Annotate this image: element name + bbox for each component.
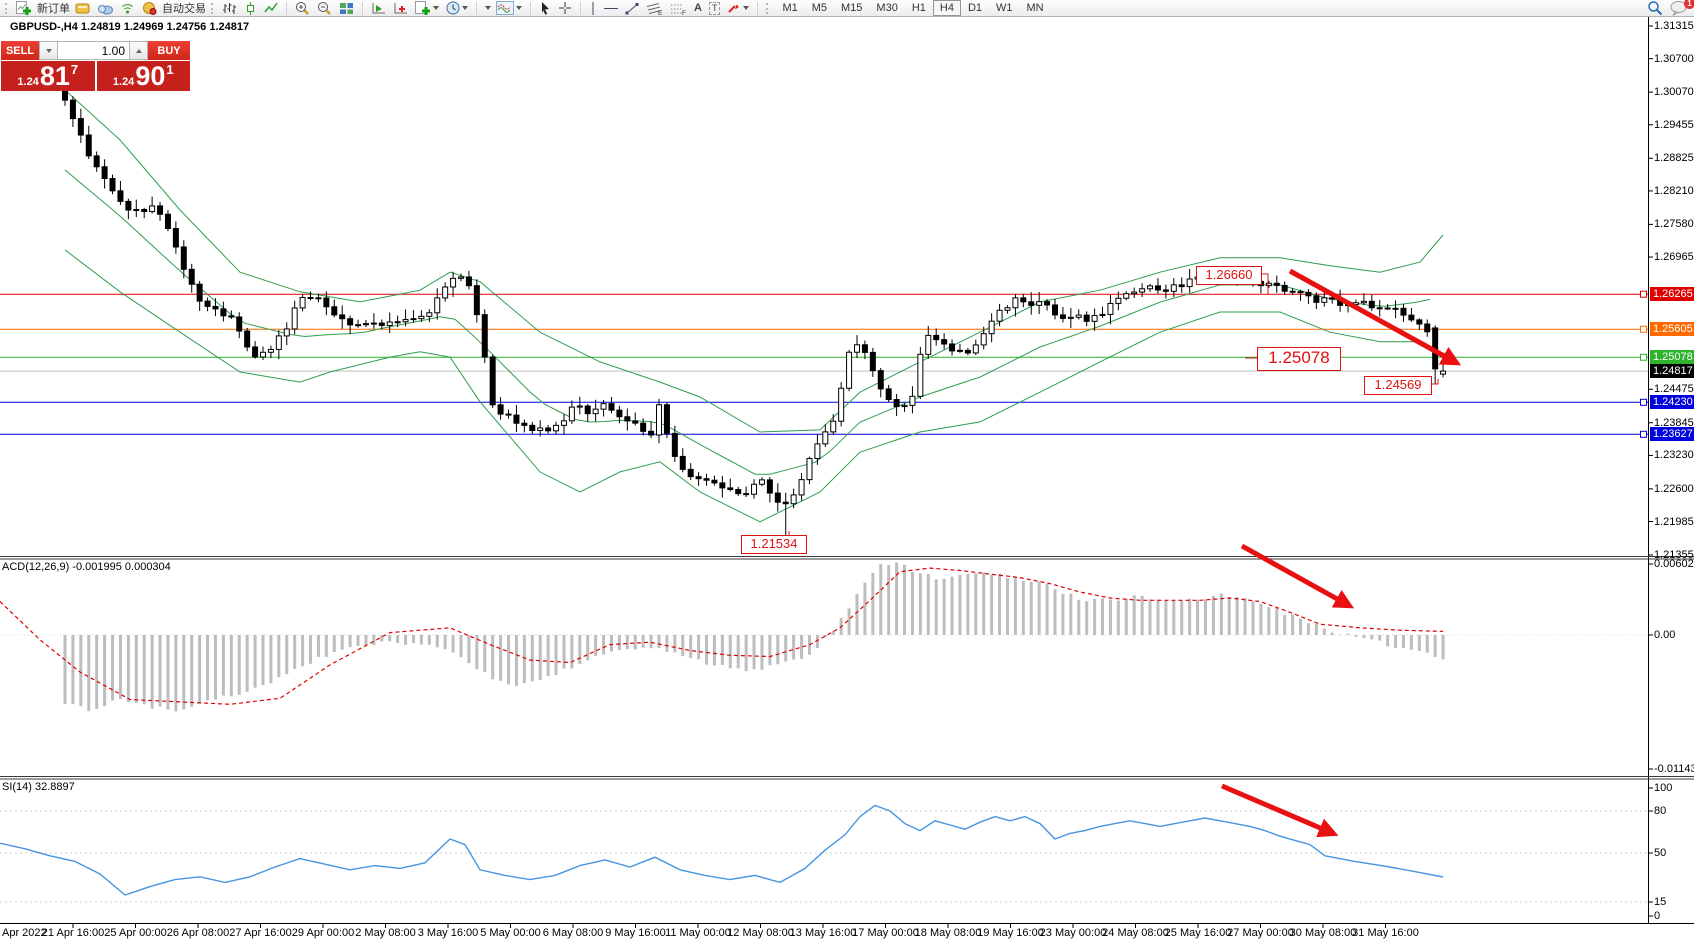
toolbar-separator [476, 1, 477, 15]
indicators-icon[interactable] [369, 1, 388, 16]
new-chart-dropdown[interactable] [413, 1, 441, 16]
periods-clock-dropdown[interactable] [444, 1, 470, 16]
text-icon[interactable]: A [694, 2, 702, 14]
price-callout[interactable]: 1.25078 [1257, 347, 1341, 371]
price-callout[interactable]: 1.21534 [741, 535, 807, 554]
bar-chart-icon[interactable] [220, 1, 239, 16]
search-icon[interactable] [1645, 1, 1665, 16]
toolbar-separator [757, 1, 759, 15]
rsi-indicator-label: SI(14) 32.8897 [2, 781, 75, 793]
chevron-up-icon [135, 48, 142, 53]
bollinger-bands [64, 89, 1444, 523]
price-callout[interactable]: 1.24569 [1364, 376, 1432, 395]
shapes-dropdown[interactable] [725, 1, 751, 16]
buy-price-pip: 1 [166, 62, 174, 77]
one-click-trading-widget: SELL BUY 1.24 81 7 1.24 90 1 [1, 41, 190, 91]
macd-indicator-label: ACD(12,26,9) -0.001995 0.000304 [2, 561, 171, 573]
trendline-icon[interactable] [623, 1, 641, 16]
timeframe-mn[interactable]: MN [1026, 2, 1044, 14]
candles [62, 68, 1447, 546]
fibonacci-icon[interactable]: E [644, 1, 665, 16]
svg-text:F: F [682, 10, 686, 15]
sell-price-small: 1.24 [17, 76, 39, 88]
new-order-label[interactable]: 新订单 [37, 3, 70, 15]
gold-cube-icon[interactable] [73, 1, 92, 16]
template-waves-dropdown[interactable] [494, 1, 524, 16]
toolbar-grip [5, 2, 9, 14]
timeframe-m15[interactable]: M15 [841, 2, 863, 14]
crosshair-icon[interactable] [556, 1, 574, 16]
line-anchor-square [1640, 430, 1647, 438]
toolbar-separator [362, 1, 363, 15]
timeframe-m5[interactable]: M5 [811, 2, 828, 14]
volume-input[interactable] [58, 41, 129, 60]
autotrade-label[interactable]: 自动交易 [162, 3, 206, 15]
vertical-line-icon[interactable] [587, 1, 599, 16]
timeframe-h4[interactable]: H4 [932, 0, 961, 16]
timeframe-group: M1 M5 M15 M30 H1 H4 D1 W1 MN [775, 0, 1050, 16]
new-order-icon[interactable] [14, 1, 34, 16]
toolbar: 新订单 自动交易 [0, 0, 1694, 17]
tile-windows-icon[interactable] [337, 1, 356, 16]
horizontal-line-icon[interactable] [602, 1, 620, 16]
svg-text:E: E [658, 10, 663, 15]
chevron-down-icon [45, 48, 52, 53]
sell-price-pip: 7 [70, 62, 79, 77]
trend-arrow[interactable] [1288, 268, 1462, 366]
chevron-down-icon [743, 6, 750, 10]
price-callout[interactable]: 1.26660 [1196, 266, 1262, 285]
rsi-line [0, 804, 1444, 896]
volume-increase-button[interactable] [129, 41, 148, 60]
chevron-down-icon [516, 6, 522, 10]
line-chart-icon[interactable] [262, 1, 280, 16]
timeframe-m1[interactable]: M1 [782, 2, 798, 14]
chevron-down-icon [462, 6, 468, 10]
timeframe-d1[interactable]: D1 [967, 2, 983, 14]
toolbar-grip [766, 2, 770, 14]
trend-arrow[interactable] [1221, 783, 1339, 838]
trend-arrow[interactable] [1240, 543, 1355, 609]
signal-icon[interactable] [118, 1, 137, 16]
chart-title: GBPUSD-,H4 1.24819 1.24969 1.24756 1.248… [10, 21, 250, 33]
buy-button[interactable]: BUY [148, 41, 190, 60]
callout-connector [1260, 273, 1269, 294]
notification-badge: 1 [1684, 0, 1694, 9]
buy-price-small: 1.24 [112, 76, 135, 88]
timeframe-m30[interactable]: M30 [876, 2, 898, 14]
chevron-down-icon [433, 6, 439, 10]
line-anchor-square [1640, 353, 1647, 361]
sell-button[interactable]: SELL [1, 41, 39, 60]
sell-price-display[interactable]: 1.24 81 7 [1, 61, 95, 91]
timeframe-w1[interactable]: W1 [996, 2, 1013, 14]
sell-price-big: 81 [39, 61, 70, 91]
chat-icon[interactable]: 1 [1668, 0, 1694, 16]
cursor-chart-icon[interactable] [391, 1, 410, 16]
macd-signal-line [0, 567, 1444, 705]
cursor-icon[interactable] [537, 1, 553, 16]
channel-icon[interactable]: F [668, 1, 689, 16]
toolbar-grip [211, 2, 215, 14]
chevron-down-icon[interactable] [485, 6, 491, 10]
volume-decrease-button[interactable] [39, 41, 58, 60]
zoom-in-icon[interactable] [293, 1, 312, 16]
macd-histogram [63, 562, 1445, 712]
buy-price-display[interactable]: 1.24 90 1 [96, 61, 190, 91]
line-anchor-square [1640, 398, 1647, 406]
autotrade-icon[interactable] [140, 1, 159, 16]
line-anchor-square [1640, 325, 1647, 333]
timeframe-h1[interactable]: H1 [911, 2, 926, 14]
candlestick-chart-icon[interactable] [242, 1, 259, 16]
toolbar-separator [580, 1, 581, 15]
toolbar-separator [530, 1, 531, 15]
toolbar-separator [286, 1, 287, 15]
callout-connector [1430, 379, 1439, 385]
zoom-out-icon[interactable] [315, 1, 334, 16]
buy-price-big: 90 [135, 61, 166, 91]
line-anchor-square [1640, 290, 1647, 298]
profile-cloud-icon[interactable] [95, 1, 115, 16]
text-label-icon[interactable]: T [707, 1, 723, 16]
